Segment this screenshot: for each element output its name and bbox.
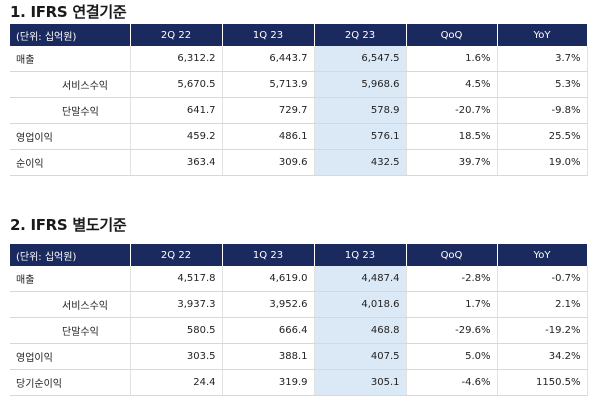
table-row: 순이익 363.4 309.6 432.5 39.7% 19.0% (10, 149, 588, 176)
financial-table-consolidated: (단위: 십억원) 2Q 22 1Q 23 2Q 23 QoQ YoY 매출 6… (10, 24, 588, 176)
cell: 24.4 (130, 369, 223, 396)
table-row: 서비스수익 5,670.5 5,713.9 5,968.6 4.5% 5.3% (10, 71, 588, 98)
cell-highlighted: 432.5 (314, 149, 407, 176)
cell: 459.2 (130, 123, 223, 150)
cell: 4,619.0 (222, 266, 315, 292)
cell: 319.9 (222, 369, 315, 396)
table-row: 매출 6,312.2 6,443.7 6,547.5 1.6% 3.7% (10, 46, 588, 72)
header-col: 2Q 22 (130, 244, 223, 266)
cell: 34.2% (497, 343, 588, 370)
financial-table-separate: (단위: 십억원) 2Q 22 1Q 23 1Q 23 QoQ YoY 매출 4… (10, 244, 588, 396)
cell: 3,937.3 (130, 291, 223, 318)
cell: 3.7% (497, 46, 588, 72)
cell-highlighted: 6,547.5 (314, 46, 407, 72)
header-col: 2Q 22 (130, 24, 223, 46)
row-label: 매출 (10, 266, 131, 292)
cell: 580.5 (130, 317, 223, 344)
cell: 303.5 (130, 343, 223, 370)
cell: -0.7% (497, 266, 588, 292)
cell: 25.5% (497, 123, 588, 150)
cell-highlighted: 578.9 (314, 97, 407, 124)
cell: 19.0% (497, 149, 588, 176)
cell: 1.7% (406, 291, 498, 318)
row-label: 영업이익 (10, 343, 131, 370)
row-label: 서비스수익 (10, 71, 131, 98)
cell: 641.7 (130, 97, 223, 124)
cell-highlighted: 468.8 (314, 317, 407, 344)
cell: 6,312.2 (130, 46, 223, 72)
cell: 3,952.6 (222, 291, 315, 318)
cell: 18.5% (406, 123, 498, 150)
header-col: YoY (497, 24, 588, 46)
table-row: 당기순이익 24.4 319.9 305.1 -4.6% 1150.5% (10, 369, 588, 396)
cell: -29.6% (406, 317, 498, 344)
header-unit: (단위: 십억원) (10, 244, 131, 266)
header-col: 1Q 23 (314, 244, 407, 266)
cell-highlighted: 576.1 (314, 123, 407, 150)
table-row: 단말수익 641.7 729.7 578.9 -20.7% -9.8% (10, 97, 588, 124)
cell: 5,713.9 (222, 71, 315, 98)
cell: 729.7 (222, 97, 315, 124)
cell: -2.8% (406, 266, 498, 292)
header-col: 1Q 23 (222, 244, 315, 266)
table-row: 영업이익 303.5 388.1 407.5 5.0% 34.2% (10, 343, 588, 370)
row-label: 매출 (10, 46, 131, 72)
section-consolidated: 1. IFRS 연결기준 (단위: 십억원) 2Q 22 1Q 23 2Q 23… (0, 0, 596, 176)
header-col: QoQ (406, 244, 498, 266)
table-header-row: (단위: 십억원) 2Q 22 1Q 23 2Q 23 QoQ YoY (10, 24, 588, 46)
cell: 5,670.5 (130, 71, 223, 98)
cell: 4,517.8 (130, 266, 223, 292)
cell: 388.1 (222, 343, 315, 370)
header-col: 1Q 23 (222, 24, 315, 46)
section-title: 1. IFRS 연결기준 (10, 3, 127, 21)
row-label: 당기순이익 (10, 369, 131, 396)
row-label: 단말수익 (10, 317, 131, 344)
row-label: 영업이익 (10, 123, 131, 150)
cell-highlighted: 4,487.4 (314, 266, 407, 292)
cell-highlighted: 407.5 (314, 343, 407, 370)
cell: 309.6 (222, 149, 315, 176)
cell: -9.8% (497, 97, 588, 124)
row-label: 서비스수익 (10, 291, 131, 318)
row-label: 단말수익 (10, 97, 131, 124)
cell: 5.3% (497, 71, 588, 98)
header-unit: (단위: 십억원) (10, 24, 131, 46)
cell: 5.0% (406, 343, 498, 370)
header-col: 2Q 23 (314, 24, 407, 46)
table-header-row: (단위: 십억원) 2Q 22 1Q 23 1Q 23 QoQ YoY (10, 244, 588, 266)
header-col: YoY (497, 244, 588, 266)
cell: 1150.5% (497, 369, 588, 396)
table-row: 서비스수익 3,937.3 3,952.6 4,018.6 1.7% 2.1% (10, 291, 588, 318)
cell: 363.4 (130, 149, 223, 176)
cell: 2.1% (497, 291, 588, 318)
row-label: 순이익 (10, 149, 131, 176)
cell-highlighted: 5,968.6 (314, 71, 407, 98)
cell: 6,443.7 (222, 46, 315, 72)
cell: -4.6% (406, 369, 498, 396)
cell: 39.7% (406, 149, 498, 176)
section-title: 2. IFRS 별도기준 (10, 216, 127, 234)
cell: -19.2% (497, 317, 588, 344)
cell-highlighted: 4,018.6 (314, 291, 407, 318)
cell: -20.7% (406, 97, 498, 124)
cell-highlighted: 305.1 (314, 369, 407, 396)
table-row: 영업이익 459.2 486.1 576.1 18.5% 25.5% (10, 123, 588, 150)
cell: 486.1 (222, 123, 315, 150)
table-row: 단말수익 580.5 666.4 468.8 -29.6% -19.2% (10, 317, 588, 344)
table-row: 매출 4,517.8 4,619.0 4,487.4 -2.8% -0.7% (10, 266, 588, 292)
cell: 1.6% (406, 46, 498, 72)
cell: 666.4 (222, 317, 315, 344)
header-col: QoQ (406, 24, 498, 46)
cell: 4.5% (406, 71, 498, 98)
section-separate: 2. IFRS 별도기준 (단위: 십억원) 2Q 22 1Q 23 1Q 23… (0, 213, 596, 396)
